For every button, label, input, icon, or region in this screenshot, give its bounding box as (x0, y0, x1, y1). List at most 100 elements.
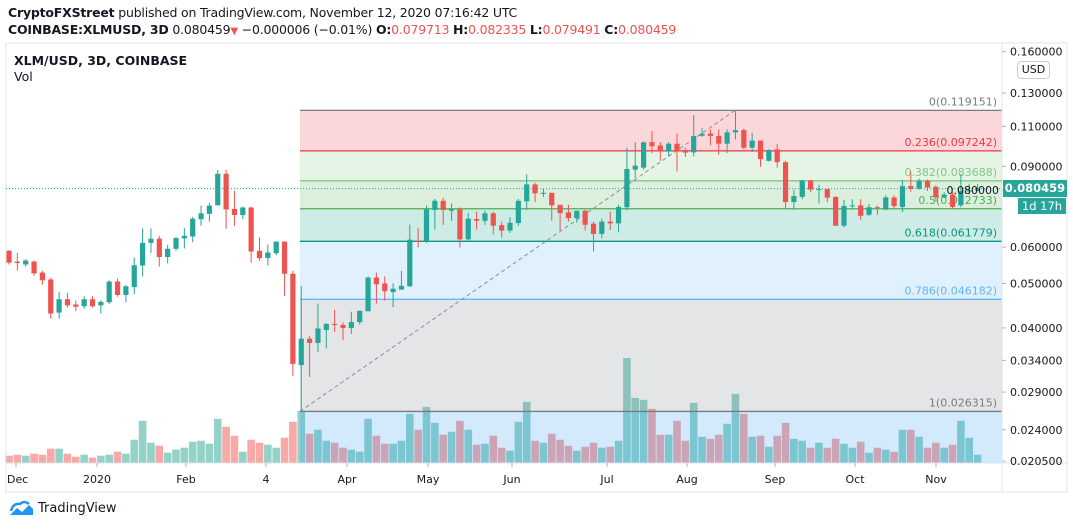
volume-bar (748, 436, 756, 463)
candle (140, 228, 146, 277)
volume-bar (907, 429, 915, 463)
candle-body (31, 261, 37, 274)
candle (849, 199, 855, 210)
candle (732, 110, 739, 140)
candle-body (365, 277, 371, 312)
volume-bar (372, 435, 381, 463)
volume-bar (932, 442, 940, 463)
volume-bar (230, 435, 239, 463)
volume-bar (297, 410, 306, 463)
candle (114, 278, 121, 297)
volume-bar (431, 422, 439, 463)
volume-bar (573, 450, 581, 463)
candle (6, 250, 12, 265)
legend-title[interactable]: XLM/USD, 3D, COINBASE (14, 53, 188, 68)
candle (574, 210, 580, 223)
candle (39, 270, 45, 285)
volume-bar (339, 447, 347, 463)
price-tick-label: 0.130000 (1010, 87, 1063, 100)
candle (173, 237, 179, 251)
candle-body (457, 209, 463, 240)
volume-bar (314, 429, 322, 463)
volume-bar (898, 429, 907, 463)
candle (482, 210, 488, 225)
candle-body (307, 338, 313, 343)
volume-bar (706, 438, 715, 463)
price-tick-label: 0.020500 (1010, 455, 1063, 468)
published-text: published on TradingView.com, November 1… (118, 5, 518, 20)
candle-body (73, 304, 79, 307)
volume-bar (30, 453, 38, 463)
candle-body (81, 299, 87, 307)
candle-body (290, 273, 296, 364)
candle (833, 196, 839, 226)
volume-bar (264, 444, 272, 463)
candle-body (757, 140, 764, 160)
candle (891, 195, 897, 209)
candle (365, 276, 371, 312)
candle-body (632, 165, 638, 170)
candle (657, 141, 663, 161)
volume-bar (322, 440, 331, 463)
publish-info: CryptoFXStreet published on TradingView.… (8, 5, 517, 20)
candle-body (924, 180, 931, 188)
volume-bar (890, 451, 898, 463)
publisher-name[interactable]: CryptoFXStreet (8, 5, 115, 20)
candle (198, 205, 204, 226)
candle-body (448, 209, 455, 211)
candle (490, 211, 496, 235)
candle (908, 171, 914, 192)
volume-bar (714, 434, 723, 463)
candle (474, 211, 480, 230)
candle-body (866, 207, 872, 215)
candle-body (716, 135, 722, 144)
volume-bar (798, 440, 807, 463)
candle (156, 235, 162, 267)
candle (23, 259, 29, 267)
volume-bar (380, 443, 389, 463)
candle-body (816, 189, 822, 191)
candle (741, 128, 747, 150)
volume-bar (781, 422, 790, 463)
candle-body (933, 186, 939, 198)
candle (866, 203, 872, 216)
tradingview-logo[interactable]: TradingView (8, 500, 117, 516)
candle-body (89, 299, 96, 307)
candle-body (240, 207, 246, 215)
candle-body (465, 218, 471, 240)
volume-bar (97, 455, 105, 463)
currency-button[interactable]: USD (1017, 61, 1050, 79)
candle (290, 270, 296, 377)
fibonacci-retracement[interactable]: 0(0.119151) 0.236(0.097242) 0.382(0.083688… (300, 95, 1002, 463)
candle (465, 212, 471, 241)
legend-volume[interactable]: Vol (14, 69, 33, 84)
candle (816, 184, 822, 204)
candle (323, 323, 329, 349)
candle (273, 241, 279, 256)
volume-bar (472, 444, 481, 463)
fib-zone (300, 411, 1002, 463)
candle-body (966, 190, 972, 192)
fib-zone (300, 241, 1002, 300)
candle-body (332, 324, 338, 326)
candle-body (499, 225, 505, 231)
volume-bar (489, 435, 498, 463)
candle (123, 285, 129, 303)
candle-body (574, 210, 580, 219)
candle-body (774, 149, 780, 163)
volume-bar (72, 456, 80, 463)
candle (874, 205, 880, 215)
volume-bar (740, 413, 748, 463)
candle-body (482, 213, 488, 221)
candle-body (891, 197, 897, 207)
symbol-name: COINBASE:XLMUSD, 3D (8, 22, 169, 37)
volume-bar (756, 435, 765, 463)
price-tick-label: 0.110000 (1010, 120, 1063, 133)
time-tick-label: Oct (845, 473, 865, 486)
candle (423, 205, 430, 244)
symbol-info-bar: COINBASE:XLMUSD, 3D 0.080459▼ −0.000006 … (8, 22, 676, 37)
volume-bar (623, 358, 631, 463)
volume-bar (564, 445, 573, 463)
candle-body (799, 180, 805, 197)
